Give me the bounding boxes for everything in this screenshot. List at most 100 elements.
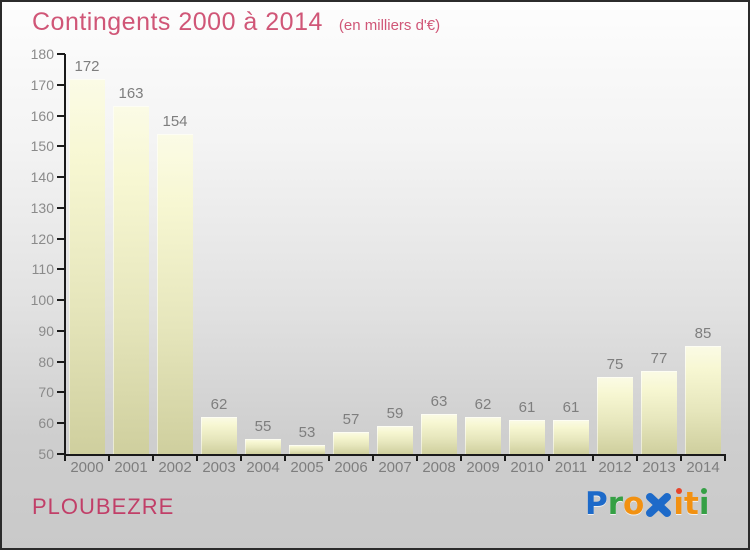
logo-letter: r bbox=[607, 486, 624, 522]
chart-header: Contingents 2000 à 2014 (en milliers d'€) bbox=[32, 8, 440, 37]
x-axis-tick-mark bbox=[680, 456, 682, 461]
x-axis-line bbox=[64, 454, 726, 456]
x-axis-category-label: 2010 bbox=[510, 459, 544, 476]
y-axis-tick-mark bbox=[57, 237, 65, 240]
bar bbox=[641, 370, 677, 454]
y-axis-tick-mark bbox=[57, 145, 65, 148]
logo-x-icon bbox=[645, 491, 672, 525]
y-axis-tick-label: 60 bbox=[38, 415, 54, 432]
bar bbox=[245, 438, 281, 454]
logo-letter: P bbox=[585, 486, 608, 522]
bar bbox=[113, 106, 149, 454]
bar-value-label: 163 bbox=[118, 85, 144, 103]
y-axis-tick-label: 50 bbox=[38, 446, 54, 462]
x-axis-category-label: 2011 bbox=[554, 459, 588, 476]
y-axis-tick-mark bbox=[57, 329, 65, 332]
bar bbox=[421, 414, 457, 454]
x-axis-tick-mark bbox=[64, 456, 66, 461]
x-axis-category-label: 2003 bbox=[202, 459, 236, 476]
x-axis-tick-mark bbox=[196, 456, 198, 461]
proxiti-logo[interactable]: Pro ı tı bbox=[585, 487, 709, 525]
bar-value-label: 77 bbox=[650, 349, 668, 367]
bar-value-label: 172 bbox=[74, 57, 100, 75]
bar bbox=[201, 417, 237, 454]
x-axis-category-label: 2007 bbox=[378, 459, 412, 476]
y-axis-tick-label: 110 bbox=[31, 261, 54, 278]
x-axis-tick-mark bbox=[416, 456, 418, 461]
bar bbox=[553, 420, 589, 454]
bar bbox=[465, 417, 501, 454]
y-axis-tick-label: 70 bbox=[38, 384, 54, 401]
x-axis-category-label: 2009 bbox=[466, 459, 500, 476]
bar bbox=[69, 78, 105, 454]
y-axis-tick-mark bbox=[57, 206, 65, 209]
y-axis-tick-label: 100 bbox=[30, 292, 54, 309]
x-axis-category-label: 2014 bbox=[686, 459, 720, 476]
bar-value-label: 53 bbox=[298, 423, 316, 441]
x-axis-category-label: 2006 bbox=[334, 459, 368, 476]
bar-value-label: 62 bbox=[474, 396, 492, 414]
x-axis-category-label: 2012 bbox=[598, 459, 632, 476]
bar bbox=[377, 426, 413, 454]
x-axis-category-label: 2005 bbox=[290, 459, 324, 476]
logo-letter-dot bbox=[701, 488, 708, 494]
x-axis-tick-mark bbox=[548, 456, 550, 461]
x-axis-category-label: 2000 bbox=[70, 459, 104, 476]
place-name-label: PLOUBEZRE bbox=[32, 494, 175, 519]
bar-value-label: 154 bbox=[162, 113, 188, 130]
logo-letter: o bbox=[623, 486, 645, 522]
y-axis-tick-mark bbox=[57, 299, 65, 302]
y-axis-tick-label: 150 bbox=[30, 138, 54, 155]
x-axis-tick-mark bbox=[372, 456, 374, 461]
bar bbox=[157, 134, 193, 454]
bar-value-label: 63 bbox=[430, 393, 448, 410]
y-axis-tick-label: 170 bbox=[30, 76, 54, 93]
y-axis-tick-mark bbox=[57, 53, 65, 55]
y-axis-tick-mark bbox=[57, 83, 65, 86]
logo-letter-dot bbox=[675, 488, 682, 494]
y-axis-line bbox=[64, 54, 66, 456]
chart-subtitle: (en milliers d'€) bbox=[338, 17, 441, 34]
x-axis-tick-mark bbox=[460, 456, 462, 461]
y-axis-tick-label: 80 bbox=[38, 353, 54, 370]
bar-value-label: 59 bbox=[386, 405, 404, 423]
x-axis-tick-mark bbox=[108, 456, 110, 461]
bar-value-label: 57 bbox=[342, 411, 360, 429]
x-axis-category-label: 2001 bbox=[114, 459, 148, 476]
y-axis-tick-label: 140 bbox=[30, 169, 54, 186]
x-axis-tick-mark bbox=[592, 456, 594, 461]
y-axis-tick-label: 160 bbox=[30, 107, 54, 124]
x-axis-tick-mark bbox=[504, 456, 506, 461]
bar-value-label: 61 bbox=[562, 399, 580, 417]
x-axis-category-label: 2013 bbox=[642, 459, 676, 476]
y-axis-tick-mark bbox=[57, 268, 65, 271]
y-axis-tick-mark bbox=[57, 453, 65, 455]
x-axis-tick-mark bbox=[328, 456, 330, 461]
x-axis-category-label: 2002 bbox=[158, 459, 192, 476]
bar-value-label: 85 bbox=[694, 325, 712, 343]
x-axis-tick-mark bbox=[636, 456, 638, 461]
bar bbox=[289, 444, 325, 454]
y-axis-tick-label: 120 bbox=[30, 230, 54, 247]
y-axis-tick-mark bbox=[57, 422, 65, 425]
x-axis-category-label: 2008 bbox=[422, 459, 456, 476]
x-axis-tick-mark bbox=[152, 456, 154, 461]
y-axis-tick-mark bbox=[57, 391, 65, 394]
x-axis-tick-mark bbox=[240, 456, 242, 461]
bar bbox=[333, 432, 369, 454]
y-axis-tick-mark bbox=[57, 114, 65, 117]
bar-value-label: 55 bbox=[254, 417, 272, 435]
x-axis-tick-mark bbox=[284, 456, 286, 461]
y-axis-tick-mark bbox=[57, 176, 65, 179]
bar-value-label: 75 bbox=[606, 356, 624, 374]
y-axis-tick-label: 130 bbox=[30, 199, 54, 216]
y-axis-tick-label: 90 bbox=[38, 322, 54, 339]
logo-letter: t bbox=[683, 486, 699, 522]
bar bbox=[685, 346, 721, 454]
logo-letter: ı bbox=[698, 486, 710, 522]
x-axis-category-label: 2004 bbox=[246, 459, 280, 476]
y-axis-tick-label: 180 bbox=[30, 46, 54, 62]
x-axis-tick-mark bbox=[724, 456, 726, 461]
bar bbox=[509, 420, 545, 454]
